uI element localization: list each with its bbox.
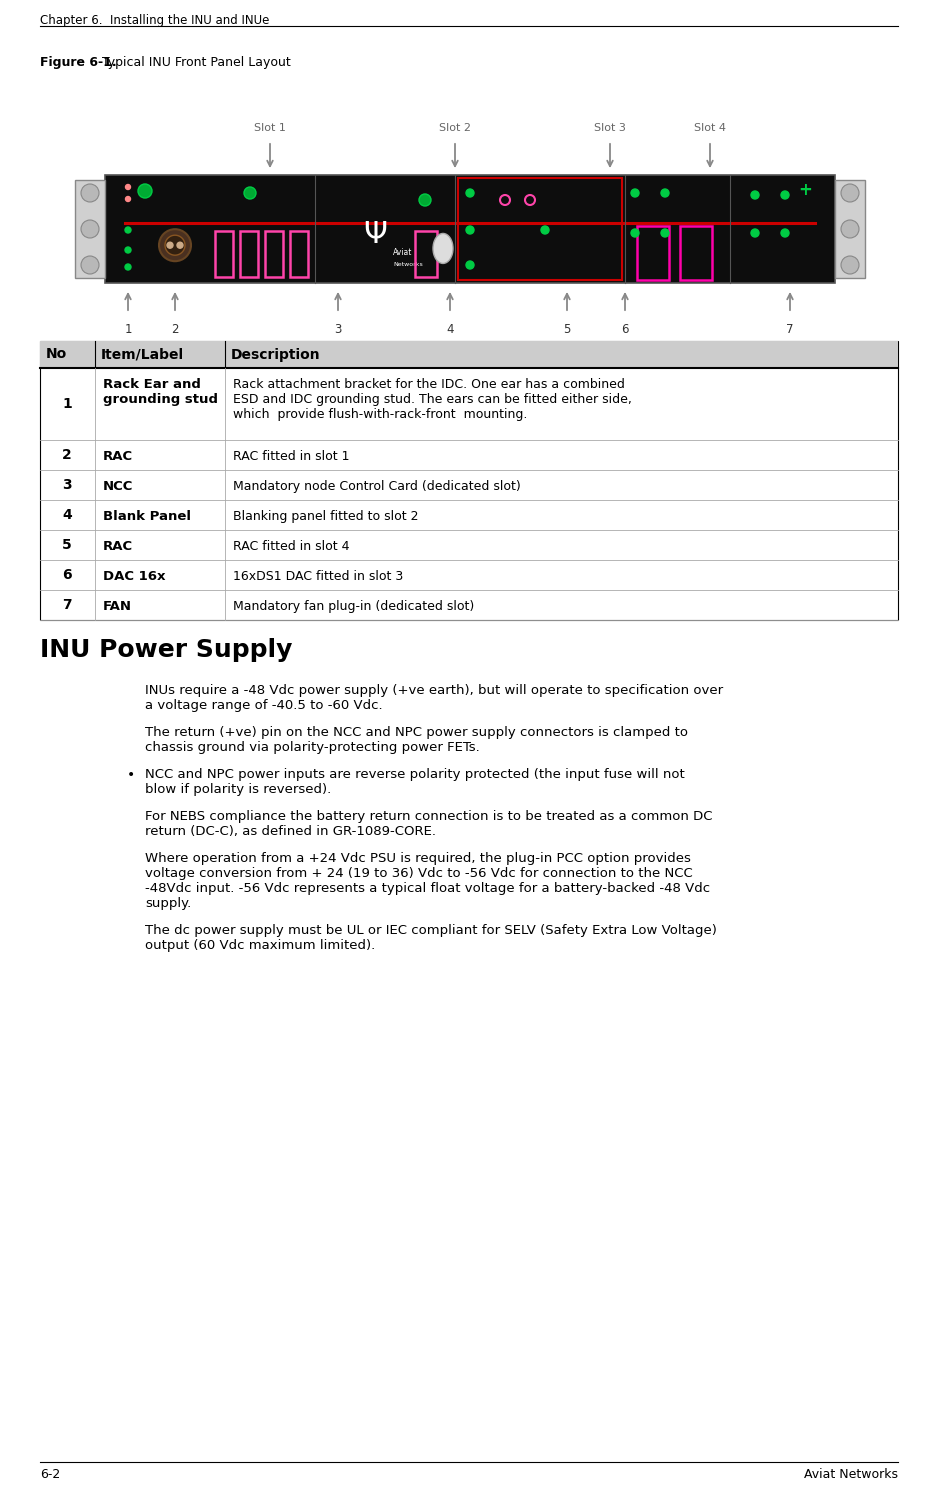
Ellipse shape bbox=[433, 233, 453, 263]
Circle shape bbox=[781, 229, 789, 236]
Circle shape bbox=[631, 189, 639, 198]
Text: 3: 3 bbox=[334, 322, 341, 336]
Circle shape bbox=[781, 192, 789, 199]
Circle shape bbox=[419, 195, 431, 207]
Bar bbox=[680, 226, 712, 279]
Text: NCC: NCC bbox=[103, 480, 133, 493]
Text: Slot 3: Slot 3 bbox=[594, 123, 626, 134]
Text: The return (+ve) pin on the NCC and NPC power supply connectors is clamped to
ch: The return (+ve) pin on the NCC and NPC … bbox=[145, 727, 688, 753]
Text: The dc power supply must be UL or IEC compliant for SELV (Safety Extra Low Volta: The dc power supply must be UL or IEC co… bbox=[145, 924, 717, 953]
Text: DAC 16x: DAC 16x bbox=[103, 571, 165, 583]
Text: 7: 7 bbox=[786, 322, 794, 336]
Text: Blanking panel fitted to slot 2: Blanking panel fitted to slot 2 bbox=[233, 510, 418, 523]
Circle shape bbox=[751, 229, 759, 236]
Text: Ψ: Ψ bbox=[363, 220, 387, 248]
Text: 1: 1 bbox=[124, 322, 131, 336]
Bar bbox=[637, 226, 669, 279]
Text: 6: 6 bbox=[621, 322, 628, 336]
Bar bbox=[265, 232, 283, 276]
Circle shape bbox=[159, 229, 191, 262]
Text: Slot 2: Slot 2 bbox=[439, 123, 471, 134]
Circle shape bbox=[841, 184, 859, 202]
Circle shape bbox=[165, 235, 185, 256]
Bar bbox=[75, 180, 105, 278]
Text: 5: 5 bbox=[62, 538, 72, 551]
Circle shape bbox=[81, 256, 99, 273]
Circle shape bbox=[466, 226, 474, 233]
Circle shape bbox=[167, 242, 173, 248]
Text: For NEBS compliance the battery return connection is to be treated as a common D: For NEBS compliance the battery return c… bbox=[145, 810, 713, 838]
Bar bbox=[40, 340, 898, 369]
Text: 4: 4 bbox=[62, 508, 72, 522]
Text: Typical INU Front Panel Layout: Typical INU Front Panel Layout bbox=[98, 56, 291, 68]
Text: Figure 6-1.: Figure 6-1. bbox=[40, 56, 116, 68]
Text: 1: 1 bbox=[62, 397, 72, 412]
Text: FAN: FAN bbox=[103, 600, 132, 614]
Text: RAC fitted in slot 1: RAC fitted in slot 1 bbox=[233, 450, 350, 464]
Circle shape bbox=[125, 247, 131, 253]
Circle shape bbox=[661, 229, 669, 236]
Text: Networks: Networks bbox=[393, 262, 423, 267]
Circle shape bbox=[841, 256, 859, 273]
Text: RAC fitted in slot 4: RAC fitted in slot 4 bbox=[233, 539, 350, 553]
Text: Rack attachment bracket for the IDC. One ear has a combined
ESD and IDC groundin: Rack attachment bracket for the IDC. One… bbox=[233, 377, 632, 421]
Circle shape bbox=[177, 242, 183, 248]
Bar bbox=[40, 340, 898, 620]
Text: 2: 2 bbox=[172, 322, 179, 336]
Text: 5: 5 bbox=[564, 322, 570, 336]
Text: No: No bbox=[46, 348, 68, 361]
Text: Aviat: Aviat bbox=[393, 248, 413, 257]
Bar bbox=[458, 178, 622, 279]
Text: 4: 4 bbox=[446, 322, 454, 336]
Bar bbox=[215, 232, 233, 276]
Text: Blank Panel: Blank Panel bbox=[103, 510, 191, 523]
Text: +: + bbox=[798, 181, 812, 199]
Text: Aviat Networks: Aviat Networks bbox=[804, 1468, 898, 1482]
Circle shape bbox=[541, 226, 549, 233]
Text: Mandatory node Control Card (dedicated slot): Mandatory node Control Card (dedicated s… bbox=[233, 480, 521, 493]
Bar bbox=[240, 232, 258, 276]
Text: 6: 6 bbox=[62, 568, 72, 583]
Circle shape bbox=[244, 187, 256, 199]
Text: Where operation from a +24 Vdc PSU is required, the plug-in PCC option provides
: Where operation from a +24 Vdc PSU is re… bbox=[145, 851, 710, 909]
Circle shape bbox=[751, 192, 759, 199]
Text: NCC and NPC power inputs are reverse polarity protected (the input fuse will not: NCC and NPC power inputs are reverse pol… bbox=[145, 768, 685, 796]
Bar bbox=[415, 232, 437, 276]
Circle shape bbox=[125, 227, 131, 233]
Text: Rack Ear and
grounding stud: Rack Ear and grounding stud bbox=[103, 377, 218, 406]
Circle shape bbox=[661, 189, 669, 198]
Text: 7: 7 bbox=[62, 597, 72, 612]
Bar bbox=[835, 180, 865, 278]
Text: RAC: RAC bbox=[103, 539, 133, 553]
Text: Chapter 6.  Installing the INU and INUe: Chapter 6. Installing the INU and INUe bbox=[40, 13, 269, 27]
Text: Slot 4: Slot 4 bbox=[694, 123, 726, 134]
Text: 16xDS1 DAC fitted in slot 3: 16xDS1 DAC fitted in slot 3 bbox=[233, 571, 403, 583]
Circle shape bbox=[631, 229, 639, 236]
Text: •: • bbox=[127, 768, 135, 782]
Text: Mandatory fan plug-in (dedicated slot): Mandatory fan plug-in (dedicated slot) bbox=[233, 600, 475, 614]
Text: Slot 1: Slot 1 bbox=[254, 123, 286, 134]
Circle shape bbox=[126, 196, 130, 202]
Circle shape bbox=[841, 220, 859, 238]
Circle shape bbox=[466, 262, 474, 269]
Text: 6-2: 6-2 bbox=[40, 1468, 60, 1482]
Circle shape bbox=[81, 184, 99, 202]
Text: INUs require a -48 Vdc power supply (+ve earth), but will operate to specificati: INUs require a -48 Vdc power supply (+ve… bbox=[145, 684, 723, 712]
Circle shape bbox=[125, 265, 131, 270]
Text: Description: Description bbox=[231, 348, 321, 361]
Bar bbox=[105, 175, 835, 282]
Circle shape bbox=[81, 220, 99, 238]
Text: RAC: RAC bbox=[103, 450, 133, 464]
Bar bbox=[290, 232, 308, 276]
Text: 3: 3 bbox=[62, 478, 72, 492]
Circle shape bbox=[126, 184, 130, 190]
Text: INU Power Supply: INU Power Supply bbox=[40, 637, 293, 661]
Circle shape bbox=[138, 184, 152, 198]
Text: 2: 2 bbox=[62, 447, 72, 462]
Circle shape bbox=[466, 189, 474, 198]
Text: Item/Label: Item/Label bbox=[101, 348, 184, 361]
